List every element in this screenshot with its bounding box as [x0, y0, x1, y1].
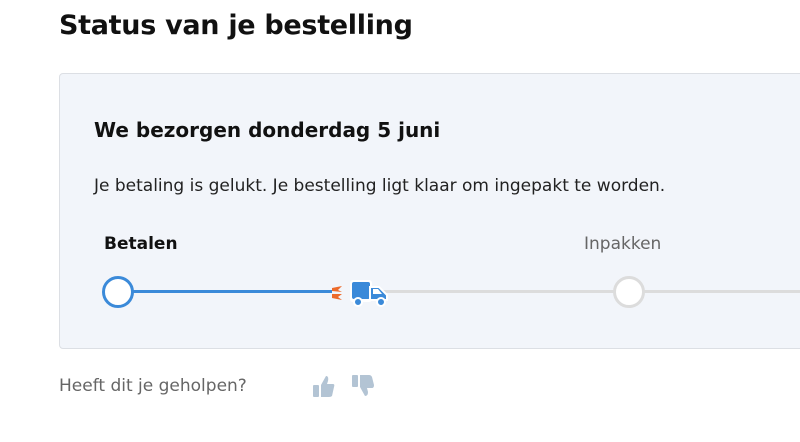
progress-track-remaining: [380, 290, 800, 293]
delivery-heading: We bezorgen donderdag 5 juni: [94, 118, 441, 142]
step-marker-inpakken: [613, 276, 645, 308]
step-label-betalen: Betalen: [104, 234, 178, 254]
thumbs-down-icon[interactable]: [352, 374, 376, 398]
truck-icon: [332, 280, 388, 307]
status-message: Je betaling is gelukt. Je bestelling lig…: [94, 176, 666, 196]
thumbs-up-icon[interactable]: [313, 374, 335, 398]
step-marker-betalen: [102, 276, 134, 308]
progress-track-complete: [132, 290, 332, 293]
feedback-question: Heeft dit je geholpen?: [59, 376, 247, 396]
page-title: Status van je bestelling: [59, 10, 413, 41]
order-status-card: We bezorgen donderdag 5 juni Je betaling…: [59, 73, 800, 349]
step-label-inpakken: Inpakken: [584, 234, 662, 254]
